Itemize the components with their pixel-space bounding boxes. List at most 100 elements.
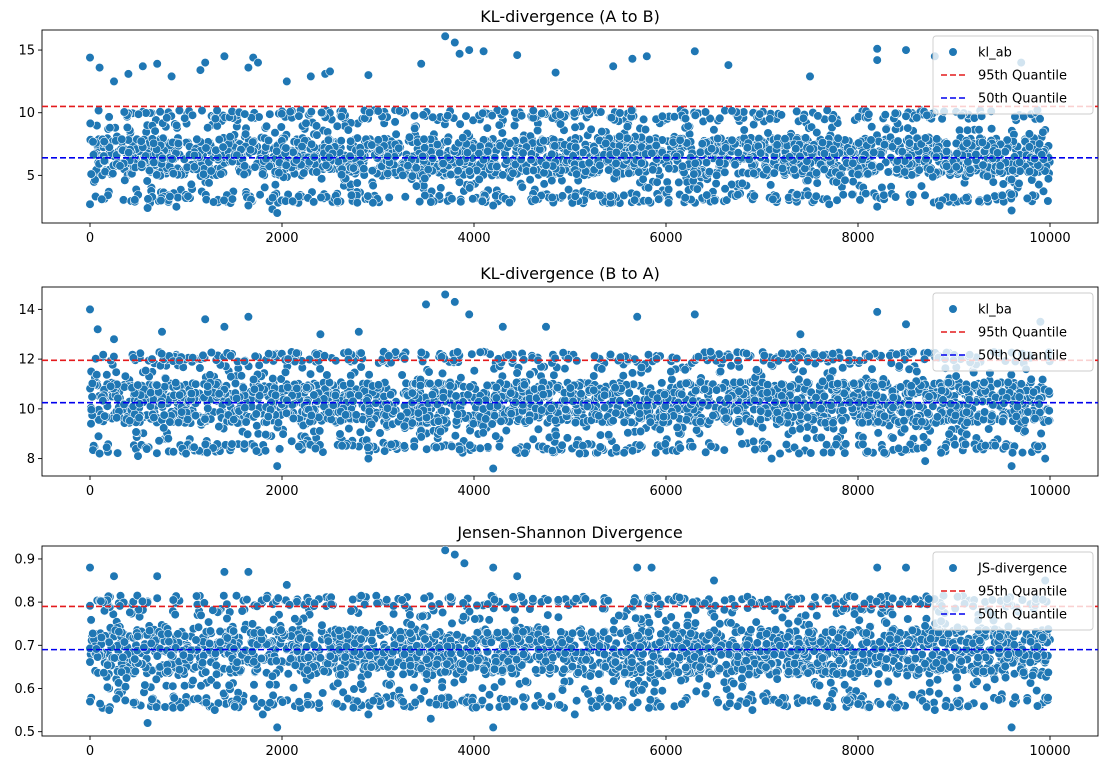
data-point: [119, 107, 129, 117]
data-point: [942, 139, 952, 149]
data-point: [568, 151, 578, 161]
data-point: [863, 169, 873, 179]
data-point: [563, 185, 574, 195]
data-point: [988, 177, 998, 187]
data-point: [715, 366, 726, 377]
data-point: [203, 381, 213, 391]
data-point: [373, 380, 384, 390]
outlier-point: [479, 46, 489, 56]
data-point: [802, 156, 812, 166]
data-point: [962, 125, 973, 135]
data-point: [512, 368, 522, 378]
data-point: [635, 426, 646, 437]
data-point: [948, 192, 959, 202]
data-point: [363, 191, 373, 201]
data-point: [838, 363, 848, 373]
data-point: [420, 190, 430, 200]
data-point: [737, 178, 747, 188]
data-point: [762, 380, 773, 390]
data-point: [1043, 174, 1053, 184]
data-point: [802, 433, 812, 443]
legend-label: 50th Quantile: [978, 92, 1067, 107]
data-point: [427, 390, 438, 400]
data-point: [1044, 406, 1054, 416]
data-point: [1007, 165, 1018, 175]
data-point: [468, 419, 479, 429]
data-point: [904, 364, 914, 374]
data-point: [539, 168, 549, 178]
data-point: [837, 415, 847, 426]
data-point: [216, 169, 226, 179]
outlier-point: [219, 51, 229, 61]
data-point: [789, 165, 799, 175]
data-point: [962, 417, 972, 428]
data-point: [899, 416, 909, 426]
data-point: [664, 163, 674, 174]
data-point: [258, 169, 268, 179]
data-point: [399, 421, 410, 431]
data-point: [494, 120, 504, 130]
data-point: [879, 190, 889, 200]
data-point: [744, 154, 754, 165]
data-point: [418, 110, 428, 120]
data-point: [309, 390, 319, 400]
data-point: [263, 412, 273, 422]
data-point: [539, 179, 549, 189]
data-point: [695, 417, 705, 427]
data-point: [596, 107, 606, 117]
data-point: [478, 428, 488, 438]
data-point: [423, 165, 433, 175]
outlier-point: [85, 52, 95, 63]
outlier-point: [512, 50, 522, 60]
data-point: [666, 367, 676, 377]
data-point: [432, 399, 443, 409]
data-point: [175, 390, 185, 400]
data-point: [594, 411, 604, 421]
outlier-point: [109, 76, 119, 86]
data-point: [288, 413, 299, 424]
data-point: [183, 191, 193, 201]
x-tick-label: 2000: [265, 231, 298, 246]
data-point: [373, 106, 383, 116]
data-point: [373, 135, 383, 145]
data-point: [735, 377, 746, 387]
data-point: [819, 391, 830, 401]
data-point: [681, 378, 691, 388]
data-point: [214, 422, 224, 432]
data-point: [312, 167, 322, 177]
data-point: [819, 149, 830, 159]
data-point: [281, 160, 291, 170]
data-point: [336, 111, 347, 122]
outlier-point: [200, 57, 210, 68]
data-point: [206, 166, 216, 176]
data-point: [492, 162, 502, 172]
outlier-point: [416, 59, 426, 69]
data-point: [1034, 180, 1044, 190]
data-point: [832, 379, 843, 389]
data-point: [848, 158, 858, 168]
data-point: [865, 396, 875, 407]
data-point: [932, 412, 943, 422]
data-point: [425, 379, 435, 389]
data-point: [348, 163, 359, 173]
data-point: [1000, 147, 1010, 157]
data-point: [619, 417, 629, 427]
data-point: [365, 107, 375, 118]
data-point: [811, 168, 822, 178]
data-point: [167, 154, 177, 164]
data-point: [618, 371, 628, 381]
data-point: [570, 191, 580, 201]
data-point: [307, 139, 317, 149]
data-point: [396, 411, 406, 421]
data-point: [477, 196, 487, 206]
data-point: [518, 148, 528, 158]
data-point: [137, 159, 147, 169]
data-point: [657, 378, 667, 388]
data-point: [606, 113, 617, 123]
data-point: [528, 165, 539, 175]
y-tick-label: 15: [18, 44, 35, 59]
data-point: [413, 408, 423, 418]
data-point: [869, 382, 880, 392]
data-point: [550, 415, 560, 426]
data-point: [433, 416, 444, 426]
